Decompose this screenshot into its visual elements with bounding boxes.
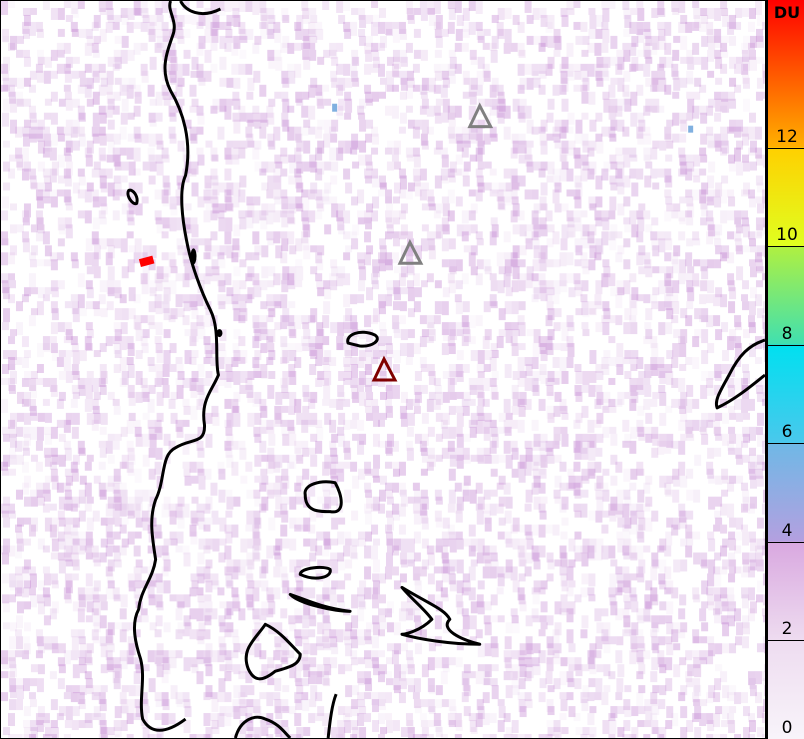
island <box>400 585 482 646</box>
colorbar-tick-label: 2 <box>781 619 793 640</box>
hotspot-blue <box>332 103 338 112</box>
colorbar-tick <box>768 443 804 445</box>
colorbar-tick-label: 8 <box>781 323 793 344</box>
colorbar-unit: DU <box>773 3 801 22</box>
island <box>303 480 343 514</box>
colorbar: DU 0 2 4 6 8 10 12 <box>766 0 804 739</box>
colorbar-tick-label: 0 <box>781 718 793 738</box>
colorbar-tick <box>768 147 804 149</box>
volcano-triangle-icon <box>467 102 494 129</box>
hotspots <box>138 103 694 267</box>
colorbar-tick <box>768 640 804 642</box>
lake <box>216 329 223 338</box>
colorbar-tick <box>768 344 804 346</box>
island <box>714 338 765 410</box>
so2-noise-field <box>1 1 765 738</box>
island <box>298 565 332 580</box>
island <box>326 693 338 738</box>
colorbar-tick-label: 4 <box>781 520 793 541</box>
colorbar-tick <box>768 246 804 248</box>
colorbar-tick <box>768 541 804 543</box>
volcano-triangle-icon <box>397 238 424 265</box>
hotspot-blue <box>688 125 694 133</box>
colorbar-tick-label: 6 <box>781 422 793 443</box>
colorbar-tick-label: 12 <box>776 126 798 147</box>
island <box>346 330 379 348</box>
island <box>288 592 352 613</box>
colorbar-tick-label: 10 <box>776 225 798 246</box>
volcano-triangle-icon <box>371 355 398 382</box>
island <box>126 188 139 206</box>
coastline-top <box>179 1 222 15</box>
hotspot-red <box>138 255 155 267</box>
coastlines <box>126 1 765 738</box>
map-panel <box>0 0 766 739</box>
island <box>244 622 302 681</box>
lake <box>190 248 197 265</box>
volcano-markers <box>371 102 494 382</box>
island <box>233 715 292 738</box>
coastline-mainland <box>132 1 220 732</box>
